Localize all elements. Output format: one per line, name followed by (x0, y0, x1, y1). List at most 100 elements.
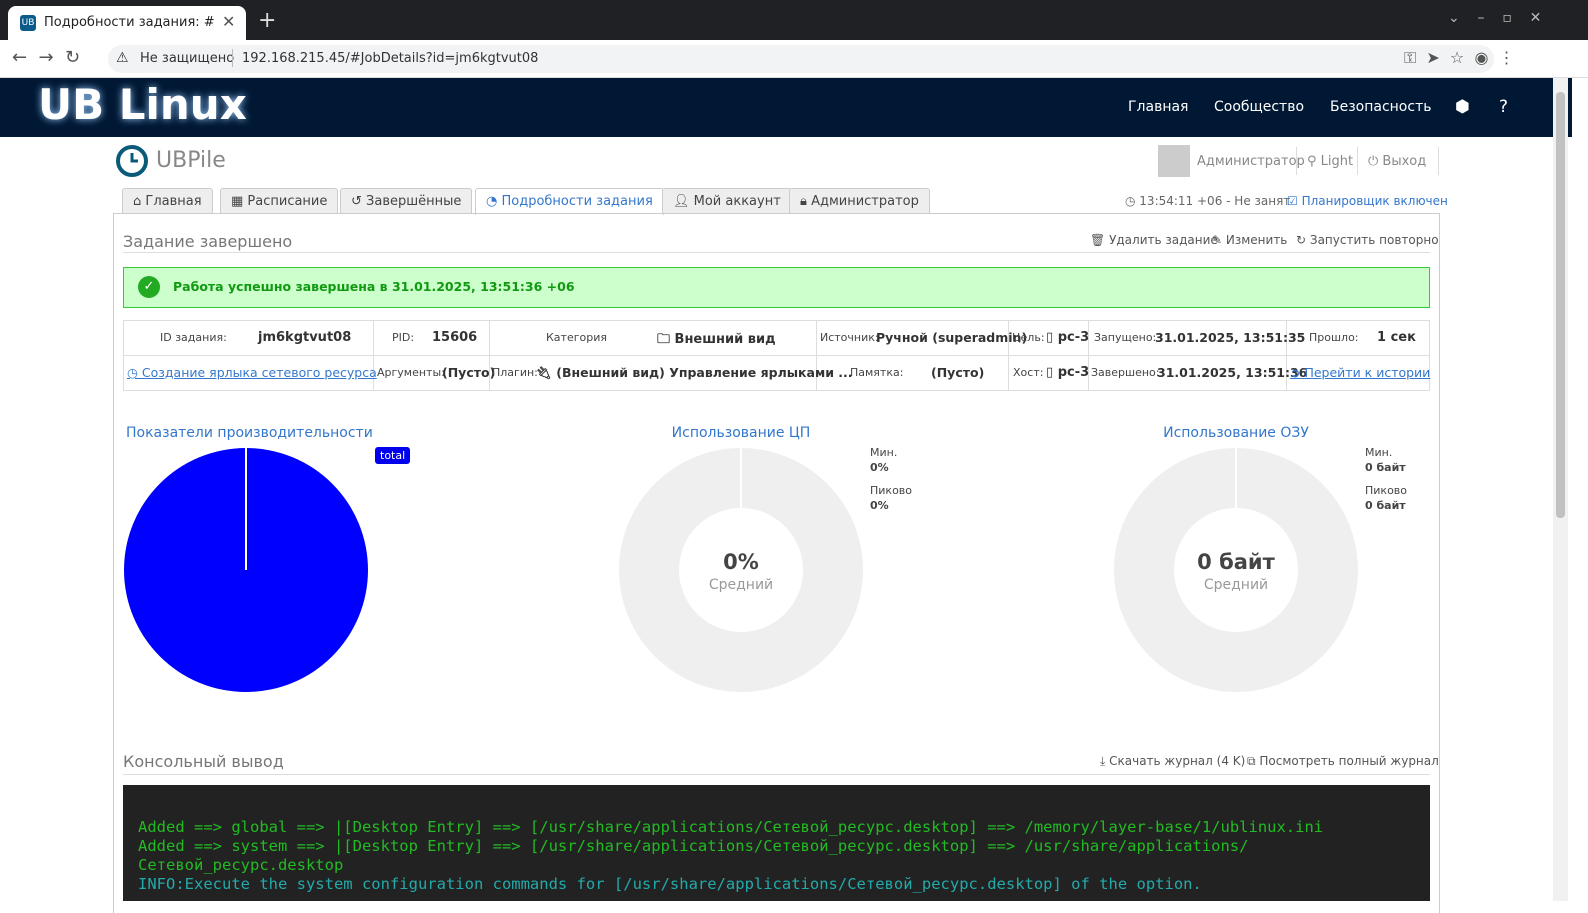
field-label: Завершено: (1091, 366, 1160, 379)
tab-label: Мой аккаунт (693, 194, 781, 209)
tab-label: Главная (145, 194, 202, 209)
separator (1357, 147, 1358, 175)
divider (123, 774, 1430, 775)
download-log[interactable]: ⤓ Скачать журнал (4 K) (1100, 754, 1246, 768)
stat-label: Пиково (1365, 484, 1408, 497)
nav-buttons[interactable]: ← → ↻ (12, 47, 81, 68)
tab-label: Завершённые (366, 194, 462, 209)
stat-value: 0 байт (1365, 461, 1406, 474)
field-value: 1 сек (1377, 330, 1416, 345)
field-label: Хост: (1013, 366, 1044, 379)
event-link[interactable]: ◷ Создание ярлыка сетевого ресурса (127, 365, 377, 380)
nav-link[interactable]: Сообщество (1214, 99, 1305, 115)
favicon: UB (20, 15, 36, 31)
section-title: Задание завершено (123, 232, 293, 251)
field-label: Цель: (1012, 331, 1045, 344)
field-label: Прошло: (1309, 331, 1359, 344)
field-label: Запущено: (1094, 331, 1157, 344)
nav-tab-active[interactable]: ◔ Подробности задания (475, 188, 664, 215)
tab-title: Подробности задания: #jm6k (44, 15, 214, 30)
divider (123, 252, 1430, 253)
field-value: jm6kgtvut08 (258, 330, 352, 345)
field-value: 31.01.2025, 13:51:36 (1157, 365, 1308, 380)
content-panel (113, 213, 1440, 913)
field-label: ID задания: (160, 331, 227, 344)
chart-title: Показатели производительности (126, 425, 373, 441)
field-value: ▯ pc-3 (1046, 330, 1090, 345)
action-label: Удалить задание (1109, 233, 1218, 247)
action-edit[interactable]: ✎ Изменить (1212, 233, 1288, 247)
tab-label: Расписание (247, 194, 328, 209)
cell (1286, 355, 1430, 391)
nav-tab[interactable]: ↺ Завершённые (340, 188, 473, 214)
toolbar-icons[interactable]: ⚿ ➤ ☆ ◉ ⋮ (1404, 48, 1515, 67)
stat-label: Мин. (870, 446, 898, 459)
target: pc-3 (1057, 330, 1090, 345)
alert-text: Работа успешно завершена в 31.01.2025, 1… (173, 279, 575, 294)
stat-label: Мин. (1365, 446, 1393, 459)
section-title: Консольный вывод (123, 752, 284, 771)
theme-toggle[interactable]: ⚲ Light (1307, 154, 1354, 169)
success-icon: ✓ (138, 276, 160, 298)
donut-value: 0% (723, 550, 759, 574)
window-controls[interactable]: ⌄ – ▫ ✕ (1448, 10, 1542, 26)
donut-label: Средний (1203, 577, 1269, 593)
browser-tab[interactable] (8, 6, 246, 40)
tab-close[interactable]: ✕ (222, 12, 236, 31)
logout[interactable]: ⏻ Выход (1368, 154, 1427, 169)
address-bar[interactable] (108, 45, 1494, 73)
chart-title: Использование ЦП (671, 425, 811, 441)
performance-pie (124, 448, 368, 692)
separator (1438, 147, 1439, 175)
user-link[interactable]: Администратор (1197, 154, 1305, 169)
nav-tab[interactable]: 🔒︎ Администратор (789, 188, 930, 214)
security-label: Не защищено (140, 51, 235, 66)
stat-value: 0 байт (1365, 499, 1406, 512)
scroll-thumb[interactable] (1556, 92, 1565, 518)
new-tab[interactable]: + (258, 8, 277, 33)
console-line: Added ==> system ==> |[Desktop Entry] ==… (138, 837, 1249, 855)
action-label: Запустить повторно (1309, 233, 1439, 247)
stat-label: Пиково (870, 484, 913, 497)
tab-strip (0, 0, 1588, 40)
legend-item[interactable]: total (375, 447, 411, 464)
nav-link[interactable]: Безопасность (1330, 99, 1432, 115)
avatar (1158, 145, 1190, 177)
console-line: Сетевой_ресурс.desktop (138, 856, 344, 874)
stat-value: 0% (870, 499, 889, 512)
action-label: Изменить (1225, 233, 1288, 247)
app-logo-icon (116, 145, 148, 177)
category: Внешний вид (674, 332, 776, 347)
scheduler-text: Планировщик включен (1301, 194, 1448, 208)
field-label: PID: (392, 331, 415, 344)
nav-tab[interactable]: ⌂ Главная (122, 188, 213, 214)
plugin: (Внешний вид) Управление ярлыками ... (556, 365, 853, 380)
action-delete[interactable]: 🗑︎ Удалить задание (1090, 233, 1218, 247)
help-link[interactable]: ? (1499, 97, 1509, 117)
action-rerun[interactable]: ↻ Запустить повторно (1296, 233, 1439, 247)
logout-label: Выход (1382, 154, 1427, 169)
donut-value: 0 байт (1197, 550, 1275, 574)
nav-tab[interactable]: 👤︎ Мой аккаунт (662, 188, 792, 214)
cpu-donut (619, 448, 863, 692)
field-label: Источник: (820, 331, 879, 344)
field-label: Категория (546, 331, 607, 344)
app-logo[interactable]: UBPile (156, 148, 226, 173)
scheduler-status[interactable]: ☑ Планировщик включен (1287, 194, 1448, 208)
cube-icon[interactable]: ⬢ (1455, 97, 1470, 117)
nav-tab[interactable]: ▦ Расписание (220, 188, 339, 214)
view-log[interactable]: ⧉ Посмотреть полный журнал (1247, 754, 1439, 768)
field-label: Плагин: (492, 366, 538, 379)
nav-link[interactable]: Главная (1128, 99, 1189, 115)
console-line: Added ==> global ==> |[Desktop Entry] ==… (138, 818, 1324, 836)
history-link[interactable]: ➲ Перейти к истории (1290, 365, 1431, 380)
site-logo[interactable]: UB Linux (38, 80, 247, 129)
action-label: Посмотреть полный журнал (1259, 754, 1439, 768)
field-value: 31.01.2025, 13:51:35 (1155, 330, 1306, 345)
tab-label: Администратор (811, 194, 919, 209)
host: pc-3 (1057, 365, 1090, 380)
history-label: Перейти к истории (1304, 365, 1431, 380)
separator (1296, 147, 1297, 175)
field-value: (Пусто) (442, 365, 496, 380)
